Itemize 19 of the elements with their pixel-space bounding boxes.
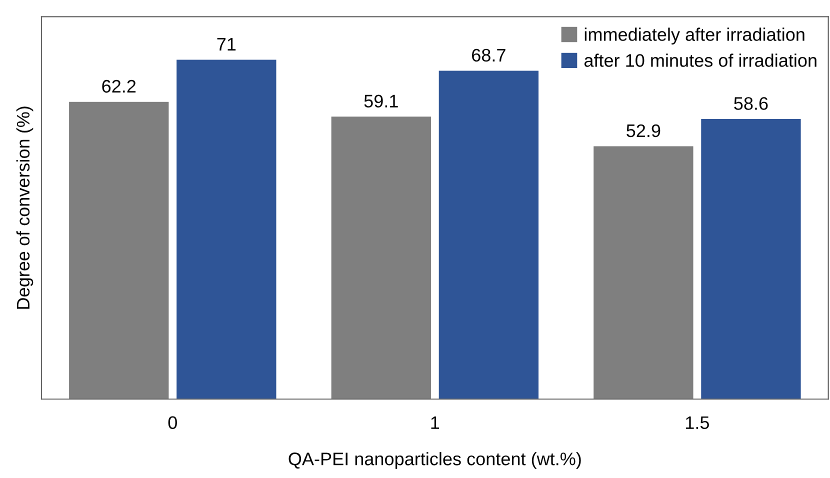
x-tick-label: 1.5 bbox=[686, 416, 709, 430]
legend-label: after 10 minutes of irradiation bbox=[584, 54, 816, 67]
bar bbox=[438, 70, 539, 400]
bar bbox=[69, 102, 169, 400]
data-label: 71 bbox=[217, 38, 236, 50]
bar bbox=[701, 119, 801, 400]
data-label: 52.9 bbox=[626, 124, 660, 138]
x-tick-label: 0 bbox=[168, 416, 177, 430]
data-label: 59.1 bbox=[364, 94, 398, 108]
y-axis-title: Degree of conversion (%) bbox=[16, 106, 34, 309]
legend-label: immediately after irradiation bbox=[584, 28, 804, 44]
bar bbox=[331, 116, 431, 400]
bar bbox=[594, 146, 694, 400]
x-axis-title: QA-PEI nanoparticles content (wt.%) bbox=[288, 452, 581, 469]
data-label: 68.7 bbox=[472, 48, 506, 62]
data-label: 58.6 bbox=[734, 97, 768, 110]
x-tick-label: 1 bbox=[431, 416, 440, 429]
bar bbox=[176, 60, 276, 400]
data-label: 62.2 bbox=[102, 80, 136, 93]
